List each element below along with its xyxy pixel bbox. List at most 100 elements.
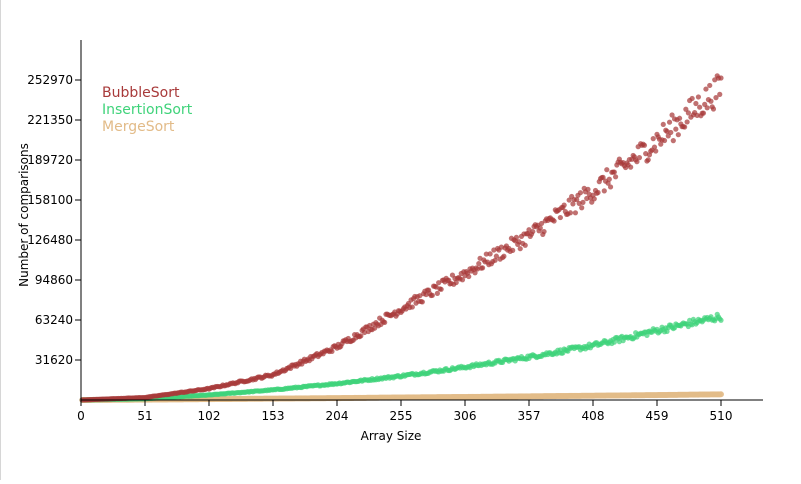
x-tick-label: 459 xyxy=(646,409,669,423)
x-tick-label: 204 xyxy=(326,409,349,423)
data-point xyxy=(538,220,545,227)
data-point xyxy=(579,205,585,211)
data-point xyxy=(718,317,724,323)
data-point xyxy=(651,144,658,150)
data-point xyxy=(436,280,442,286)
data-point xyxy=(567,210,574,216)
data-point xyxy=(717,91,723,97)
y-tick-label: 31620 xyxy=(35,353,73,367)
data-point xyxy=(580,199,586,205)
data-point xyxy=(670,138,676,144)
series-bubblesort-points xyxy=(79,73,724,403)
legend-entry-bubblesort: BubbleSort xyxy=(102,85,180,101)
x-tick-label: 408 xyxy=(582,409,605,423)
data-point xyxy=(517,246,523,252)
data-point xyxy=(668,129,674,136)
x-tick-label: 153 xyxy=(262,409,285,423)
data-point xyxy=(634,159,640,165)
y-tick-label: 252970 xyxy=(27,73,73,87)
data-point xyxy=(329,348,335,355)
data-point xyxy=(673,126,679,132)
data-point xyxy=(409,304,415,310)
data-point xyxy=(675,132,681,138)
legend-entry-insertionsort: InsertionSort xyxy=(102,102,193,118)
data-point xyxy=(372,325,378,331)
data-point xyxy=(695,94,702,100)
y-tick-label: 158100 xyxy=(27,193,73,207)
data-point xyxy=(636,155,643,161)
y-tick-label: 94860 xyxy=(35,273,73,287)
data-point xyxy=(666,119,673,125)
data-point xyxy=(429,292,435,298)
data-point xyxy=(628,164,634,170)
data-point xyxy=(718,391,724,398)
data-point xyxy=(707,82,713,89)
data-point xyxy=(513,234,520,240)
y-tick-label: 63240 xyxy=(35,313,73,327)
data-point xyxy=(419,299,425,305)
data-point xyxy=(685,110,691,116)
y-tick-label: 189720 xyxy=(27,153,73,167)
data-point xyxy=(557,214,563,221)
axes: 0 51 102 153 204 255 306 357 408 459 510 31620 63240… xyxy=(27,40,763,423)
data-point xyxy=(660,121,666,128)
series-insertionsort-points xyxy=(79,311,724,403)
y-tick-label: 126480 xyxy=(27,233,73,247)
data-point xyxy=(611,339,617,345)
data-point xyxy=(704,105,710,111)
x-tick-label: 510 xyxy=(710,409,733,423)
data-point xyxy=(684,119,690,125)
data-point xyxy=(551,218,557,224)
data-point xyxy=(487,251,493,257)
data-point xyxy=(510,247,516,253)
data-point xyxy=(605,180,611,186)
data-point xyxy=(697,104,703,110)
data-point xyxy=(472,270,478,276)
data-point xyxy=(591,196,597,202)
legend-entry-mergesort: MergeSort xyxy=(102,119,175,135)
data-point xyxy=(606,176,612,182)
data-point xyxy=(541,228,547,235)
y-axis-title: Number of comparisons xyxy=(17,143,31,287)
data-point xyxy=(600,174,606,180)
data-point xyxy=(645,157,651,163)
data-point xyxy=(382,319,388,326)
data-point xyxy=(601,188,607,194)
data-point xyxy=(612,174,619,180)
data-point xyxy=(493,253,499,259)
data-point xyxy=(700,110,707,116)
data-point xyxy=(585,186,591,192)
x-tick-label: 255 xyxy=(390,409,413,423)
data-point xyxy=(358,333,364,339)
x-tick-label: 306 xyxy=(454,409,477,423)
data-point xyxy=(669,112,675,118)
data-point xyxy=(492,257,498,263)
data-point xyxy=(459,277,466,283)
data-point xyxy=(676,115,683,121)
x-axis-title: Array Size xyxy=(361,429,422,443)
data-point xyxy=(604,167,610,173)
data-point xyxy=(577,190,584,196)
data-point xyxy=(694,112,700,119)
data-point xyxy=(483,251,489,257)
y-tick-label: 221350 xyxy=(27,113,73,127)
data-point xyxy=(479,265,486,271)
data-point xyxy=(501,253,507,259)
data-point xyxy=(682,124,688,130)
plot-marks xyxy=(79,73,724,403)
data-point xyxy=(653,148,659,154)
data-point xyxy=(641,142,648,148)
data-point xyxy=(708,98,714,104)
x-tick-label: 0 xyxy=(77,409,85,423)
data-point xyxy=(574,197,580,203)
data-point xyxy=(530,228,536,235)
data-point xyxy=(434,290,440,296)
x-tick-label: 102 xyxy=(198,409,221,423)
data-point xyxy=(689,95,695,102)
x-tick-label: 357 xyxy=(518,409,541,423)
data-point xyxy=(466,273,472,280)
data-point xyxy=(658,141,664,147)
